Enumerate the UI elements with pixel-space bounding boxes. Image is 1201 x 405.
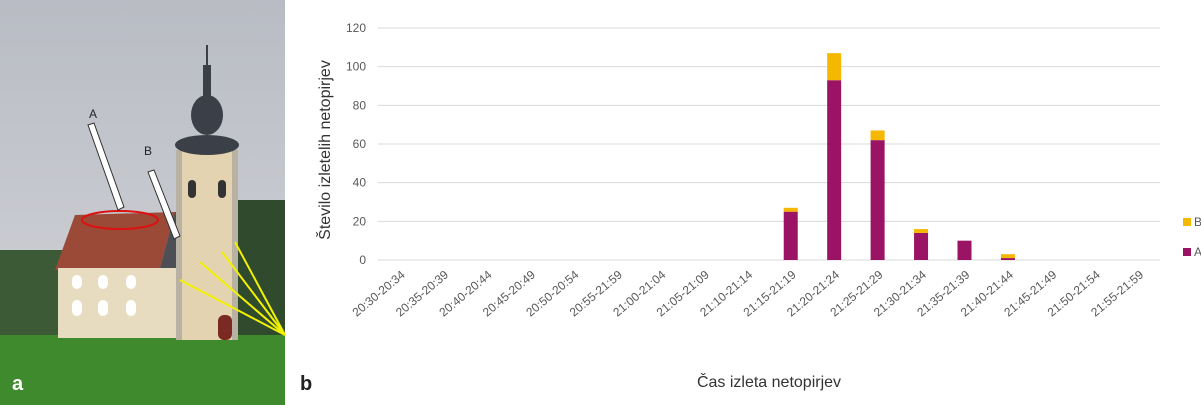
y-tick-label: 80 [353, 98, 367, 112]
bar [914, 232, 929, 260]
bar [914, 229, 929, 233]
legend-label: A [1194, 245, 1201, 259]
y-axis-title: Število izletelih netopirjev [315, 60, 334, 240]
panel-label: b [300, 373, 312, 395]
y-tick-label: 0 [359, 253, 366, 267]
bar [1000, 258, 1015, 260]
bar [870, 140, 885, 260]
y-tick-label: 40 [353, 176, 367, 190]
panel-label: a [12, 373, 24, 395]
bar [870, 130, 885, 141]
photo-label: B [144, 144, 152, 158]
bar [827, 80, 842, 260]
y-tick-label: 100 [346, 60, 366, 74]
bar [957, 240, 972, 260]
bar [827, 53, 842, 81]
photo [0, 0, 286, 405]
y-tick-label: 20 [353, 214, 367, 228]
bar [783, 207, 798, 212]
x-axis-title: Čas izleta netopirjev [697, 372, 841, 391]
bar [1000, 254, 1015, 259]
bar [783, 211, 798, 260]
legend-swatch [1183, 218, 1191, 226]
photo-label: A [89, 107, 97, 121]
y-tick-label: 120 [346, 21, 366, 35]
y-tick-label: 60 [353, 137, 367, 151]
legend-swatch [1183, 248, 1191, 256]
legend-label: B [1194, 215, 1201, 229]
